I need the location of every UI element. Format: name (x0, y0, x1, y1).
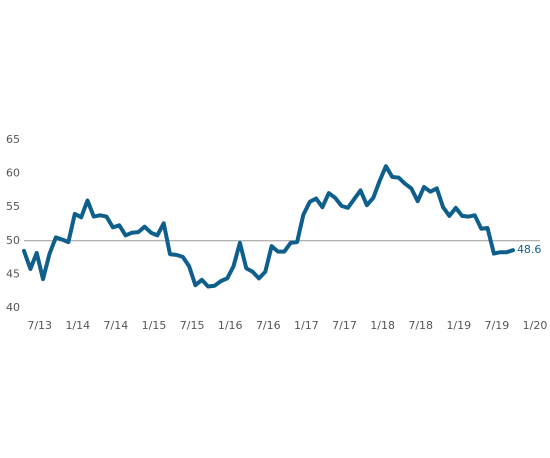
y-tick-label: 40 (6, 301, 20, 314)
x-tick-label: 7/15 (180, 319, 205, 332)
x-tick-label: 1/17 (294, 319, 319, 332)
x-tick-label: 7/13 (27, 319, 52, 332)
x-tick-label: 7/19 (485, 319, 510, 332)
x-tick-label: 1/16 (218, 319, 243, 332)
x-tick-label: 7/16 (256, 319, 281, 332)
x-tick-label: 1/20 (523, 319, 548, 332)
x-tick-label: 1/15 (142, 319, 167, 332)
y-tick-label: 55 (6, 200, 20, 213)
x-tick-label: 1/18 (370, 319, 395, 332)
y-tick-label: 65 (6, 133, 20, 146)
x-tick-label: 1/14 (65, 319, 90, 332)
x-tick-label: 7/17 (332, 319, 357, 332)
value-label: 48.6 (517, 243, 542, 256)
y-tick-label: 60 (6, 167, 20, 180)
x-tick-label: 7/14 (104, 319, 129, 332)
y-tick-label: 50 (6, 234, 20, 247)
x-tick-label: 1/19 (446, 319, 471, 332)
line (22, 164, 515, 289)
y-tick-label: 45 (6, 267, 20, 280)
x-tick-label: 7/18 (408, 319, 433, 332)
